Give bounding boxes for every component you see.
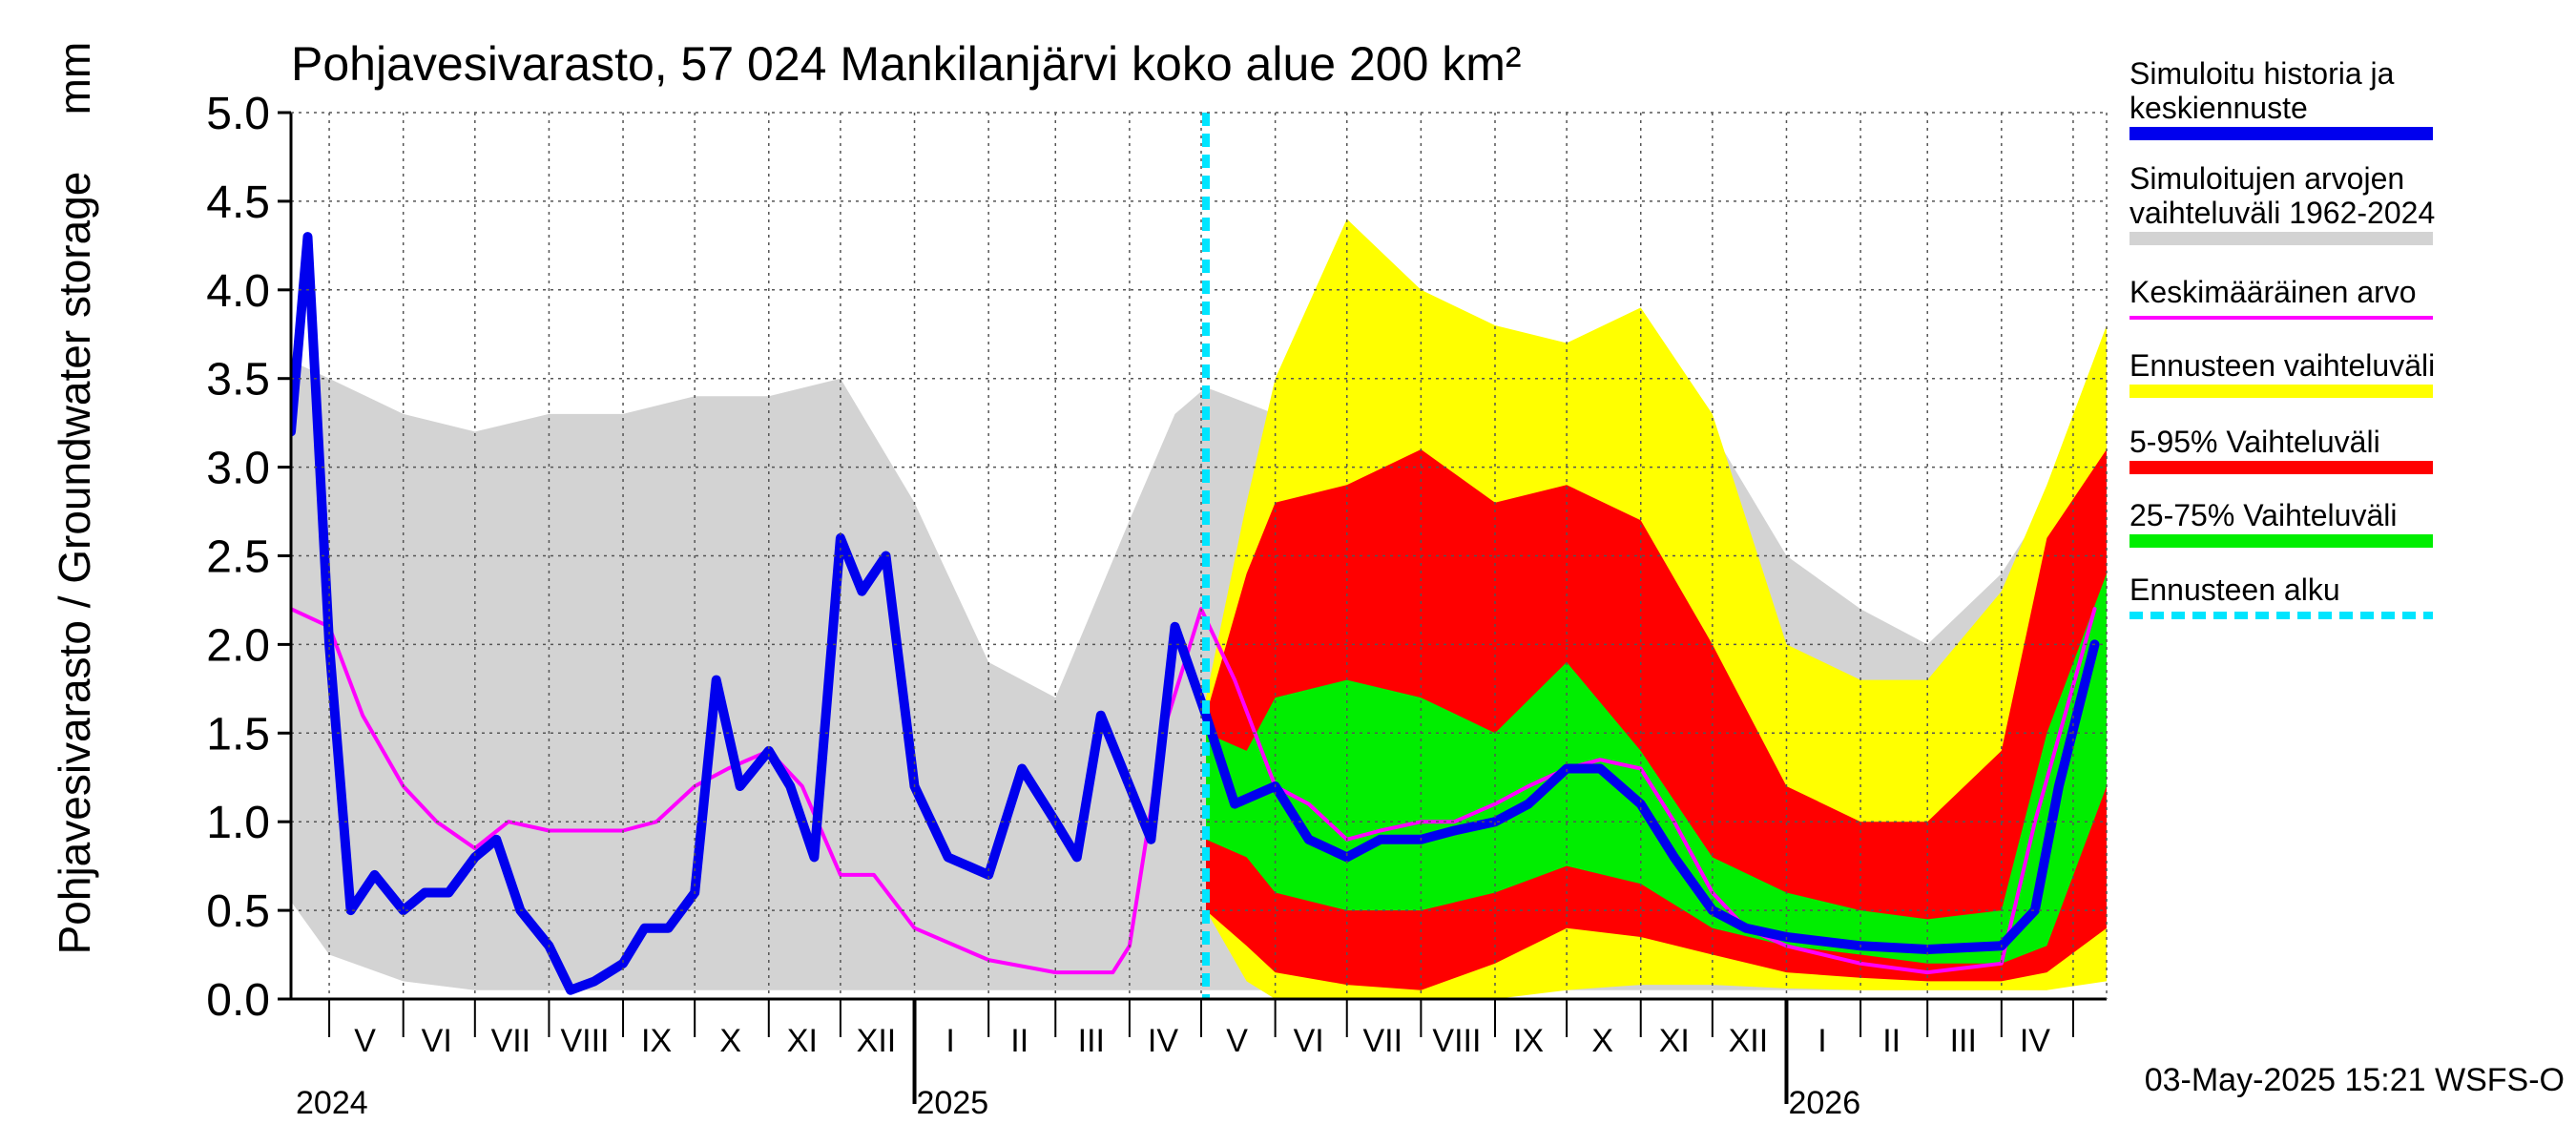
month-label: VII — [1363, 1023, 1403, 1059]
month-label: II — [1882, 1023, 1901, 1059]
month-label: XI — [1659, 1023, 1690, 1059]
y-tick-label: 2.0 — [206, 620, 270, 671]
legend-item: Ennusteen alku — [2129, 572, 2433, 619]
month-label: VIII — [560, 1023, 609, 1059]
legend-label: 25-75% Vaihteluväli — [2129, 498, 2397, 532]
legend-item: Ennusteen vaihteluväli — [2129, 348, 2435, 398]
month-label: VII — [491, 1023, 531, 1059]
year-label: 2024 — [296, 1085, 368, 1121]
month-label: IV — [1148, 1023, 1178, 1059]
month-label: VI — [422, 1023, 452, 1059]
legend-label: Ennusteen alku — [2129, 572, 2340, 607]
legend-label: 5-95% Vaihteluväli — [2129, 425, 2380, 459]
month-label: III — [1950, 1023, 1977, 1059]
month-label: IV — [2020, 1023, 2050, 1059]
legend-label: Keskimääräinen arvo — [2129, 275, 2417, 309]
month-label: I — [945, 1023, 954, 1059]
y-tick-label: 4.5 — [206, 177, 270, 228]
month-label: IX — [641, 1023, 672, 1059]
y-tick-label: 3.5 — [206, 355, 270, 406]
month-label: XII — [1729, 1023, 1769, 1059]
y-tick-label: 5.0 — [206, 89, 270, 139]
y-tick-label: 1.5 — [206, 709, 270, 760]
y-axis-unit: mm — [50, 42, 99, 115]
legend-label: Simuloitu historia ja — [2129, 56, 2395, 91]
legend-label: keskiennuste — [2129, 91, 2308, 125]
y-tick-label: 0.5 — [206, 886, 270, 937]
chart-axes — [278, 111, 2108, 1104]
month-label: V — [1226, 1023, 1248, 1059]
chart-series-layer — [291, 219, 2107, 999]
footer-timestamp: 03-May-2025 15:21 WSFS-O — [2145, 1062, 2565, 1098]
y-tick-label: 2.5 — [206, 532, 270, 583]
legend-item: 5-95% Vaihteluväli — [2129, 425, 2433, 474]
month-label: I — [1818, 1023, 1826, 1059]
legend: Simuloitu historia jakeskiennusteSimuloi… — [2129, 56, 2435, 619]
month-label: VIII — [1432, 1023, 1481, 1059]
year-label: 2025 — [917, 1085, 989, 1121]
chart-labels: 0.00.51.01.52.02.53.03.54.04.55.0V VI VII V… — [206, 89, 2050, 1121]
y-axis-label: Pohjavesivarasto / Groundwater storage — [50, 172, 99, 955]
month-label: VI — [1294, 1023, 1324, 1059]
month-label: IX — [1513, 1023, 1544, 1059]
y-tick-label: 0.0 — [206, 975, 270, 1026]
month-label: III — [1078, 1023, 1105, 1059]
month-label: X — [719, 1023, 741, 1059]
month-label: XII — [857, 1023, 897, 1059]
band-25-75-vaihteluv-li — [1206, 573, 2107, 964]
y-tick-label: 1.0 — [206, 798, 270, 848]
legend-item: Keskimääräinen arvo — [2129, 275, 2433, 320]
chart-title: Pohjavesivarasto, 57 024 Mankilanjärvi k… — [291, 37, 1522, 91]
year-label: 2026 — [1788, 1085, 1860, 1121]
month-label: II — [1010, 1023, 1028, 1059]
month-label: V — [354, 1023, 376, 1059]
month-label: X — [1591, 1023, 1613, 1059]
y-tick-label: 3.0 — [206, 444, 270, 494]
chart-grid — [291, 113, 2107, 999]
legend-item: 25-75% Vaihteluväli — [2129, 498, 2433, 548]
legend-label: vaihteluväli 1962-2024 — [2129, 196, 2435, 230]
month-label: XI — [787, 1023, 818, 1059]
legend-label: Simuloitujen arvojen — [2129, 161, 2404, 196]
legend-label: Ennusteen vaihteluväli — [2129, 348, 2435, 383]
y-tick-label: 4.0 — [206, 266, 270, 317]
